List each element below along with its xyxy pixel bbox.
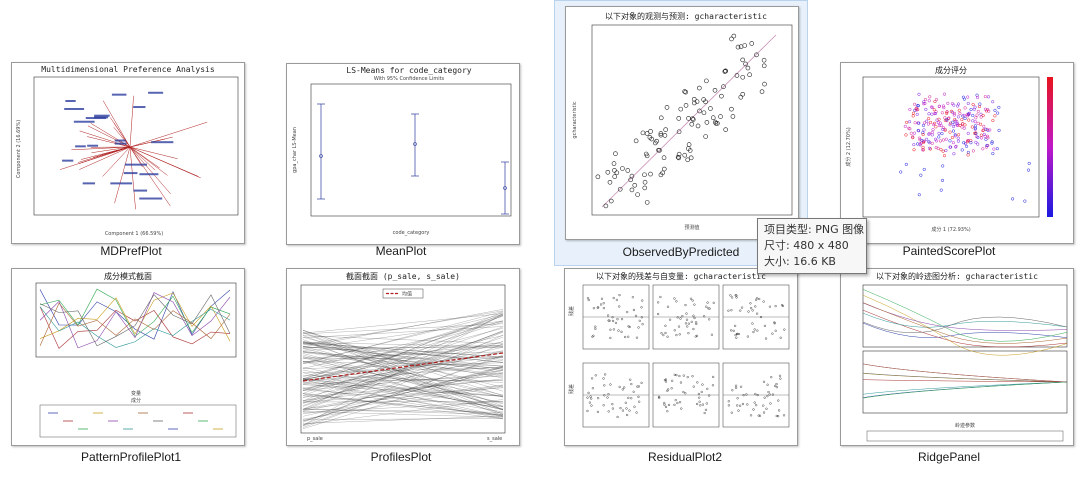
file-label-ridgepanel[interactable]: RidgePanel [818,450,1080,464]
thumbnail-profilesplot: 截面截面 (p_sale, s_sale) 均值 p_sale s_sale [286,268,520,446]
file-label-residualplot2[interactable]: ResidualPlot2 [554,450,816,464]
profilesplot-image: 截面截面 (p_sale, s_sale) 均值 p_sale s_sale [287,269,519,445]
paintedscoreplot-image: 成分评分 成分 1 (72.93%) 成分 2 (12.70%) [841,63,1073,243]
file-label-profilesplot[interactable]: ProfilesPlot [270,450,532,464]
mdpref-xaxis: Component 1 (66.59%) [105,231,163,237]
residual-yaxis-1: 残差 [568,306,575,316]
mdpref-yaxis: Component 2 (16.69%) [16,120,22,178]
mdprefplot-image: Multidimensional Preference Analysis Com… [12,63,244,243]
meanplot-subtitle: With 95% Confidence Limits [374,76,445,82]
ppp-title: 成分模式截面 [104,271,152,281]
profiles-legend-label: 均值 [402,291,412,298]
meanplot-image: LS-Means for code_category With 95% Conf… [287,64,519,244]
file-info-tooltip: 项目类型: PNG 图像 尺寸: 480 x 480 大小: 16.6 KB [757,218,867,274]
ridge-xaxis: 岭迹参数 [955,422,975,429]
thumbnail-paintedscoreplot: 成分评分 成分 1 (72.93%) 成分 2 (12.70%) [840,62,1074,244]
residual-yaxis-2: 残差 [568,384,575,394]
file-tile-mdprefplot[interactable]: Multidimensional Preference Analysis Com… [0,10,262,242]
psp-xaxis: 成分 1 (72.93%) [931,226,970,233]
patternprofileplot1-image: 成分模式截面 变量 成分 [12,269,244,445]
observedbypredicted-image: 以下对象的观测与预测: gcharacteristic 预测值 gcharact… [566,7,798,239]
file-label-meanplot[interactable]: MeanPlot [270,244,532,258]
residualplot2-image: 以下对象的残差与自变量: gcharacteristic 残差 残差 [565,269,797,445]
meanplot-yaxis: gpa_char LS-Mean [292,127,298,173]
psp-title: 成分评分 [935,65,967,75]
obp-xaxis: 预测值 [684,224,699,231]
thumbnail-meanplot: LS-Means for code_category With 95% Conf… [286,63,520,245]
ridge-title: 以下对象的岭迹图分析: gcharacteristic [876,271,1038,281]
tooltip-filesize: 大小: 16.6 KB [764,254,860,270]
thumbnail-patternprofileplot1: 成分模式截面 变量 成分 [11,268,245,446]
ppp-legend-title: 成分 [131,397,141,404]
thumbnail-ridgepanel: 以下对象的岭迹图分析: gcharacteristic 岭迹参数 [840,268,1074,446]
residual-title: 以下对象的残差与自变量: gcharacteristic [596,271,766,281]
thumbnail-observedbypredicted: 以下对象的观测与预测: gcharacteristic 预测值 gcharact… [565,6,799,240]
psp-yaxis: 成分 2 (12.70%) [845,127,852,166]
tooltip-dimensions: 尺寸: 480 x 480 [764,238,860,254]
file-tile-meanplot[interactable]: LS-Means for code_category With 95% Conf… [270,10,532,242]
ridgepanel-image: 以下对象的岭迹图分析: gcharacteristic 岭迹参数 [841,269,1073,445]
file-label-patternprofileplot1[interactable]: PatternProfilePlot1 [0,450,262,464]
tooltip-type: 项目类型: PNG 图像 [764,222,860,238]
meanplot-title: LS-Means for code_category [346,66,471,75]
meanplot-xaxis: code_category [393,230,430,236]
thumbnail-residualplot2: 以下对象的残差与自变量: gcharacteristic 残差 残差 [564,268,798,446]
profiles-xtick-2: s_sale [487,436,502,442]
thumbnail-mdprefplot: Multidimensional Preference Analysis Com… [11,62,245,244]
mdpref-title: Multidimensional Preference Analysis [41,65,215,74]
ppp-xaxis: 变量 [131,390,141,397]
file-tile-paintedscoreplot[interactable]: 成分评分 成分 1 (72.93%) 成分 2 (12.70%) [818,10,1080,242]
obp-title: 以下对象的观测与预测: gcharacteristic [605,11,767,21]
profiles-xtick-1: p_sale [307,436,323,442]
file-label-mdprefplot[interactable]: MDPrefPlot [0,244,262,258]
obp-yaxis: gcharacteristic [572,101,578,138]
profiles-title: 截面截面 (p_sale, s_sale) [346,271,460,281]
